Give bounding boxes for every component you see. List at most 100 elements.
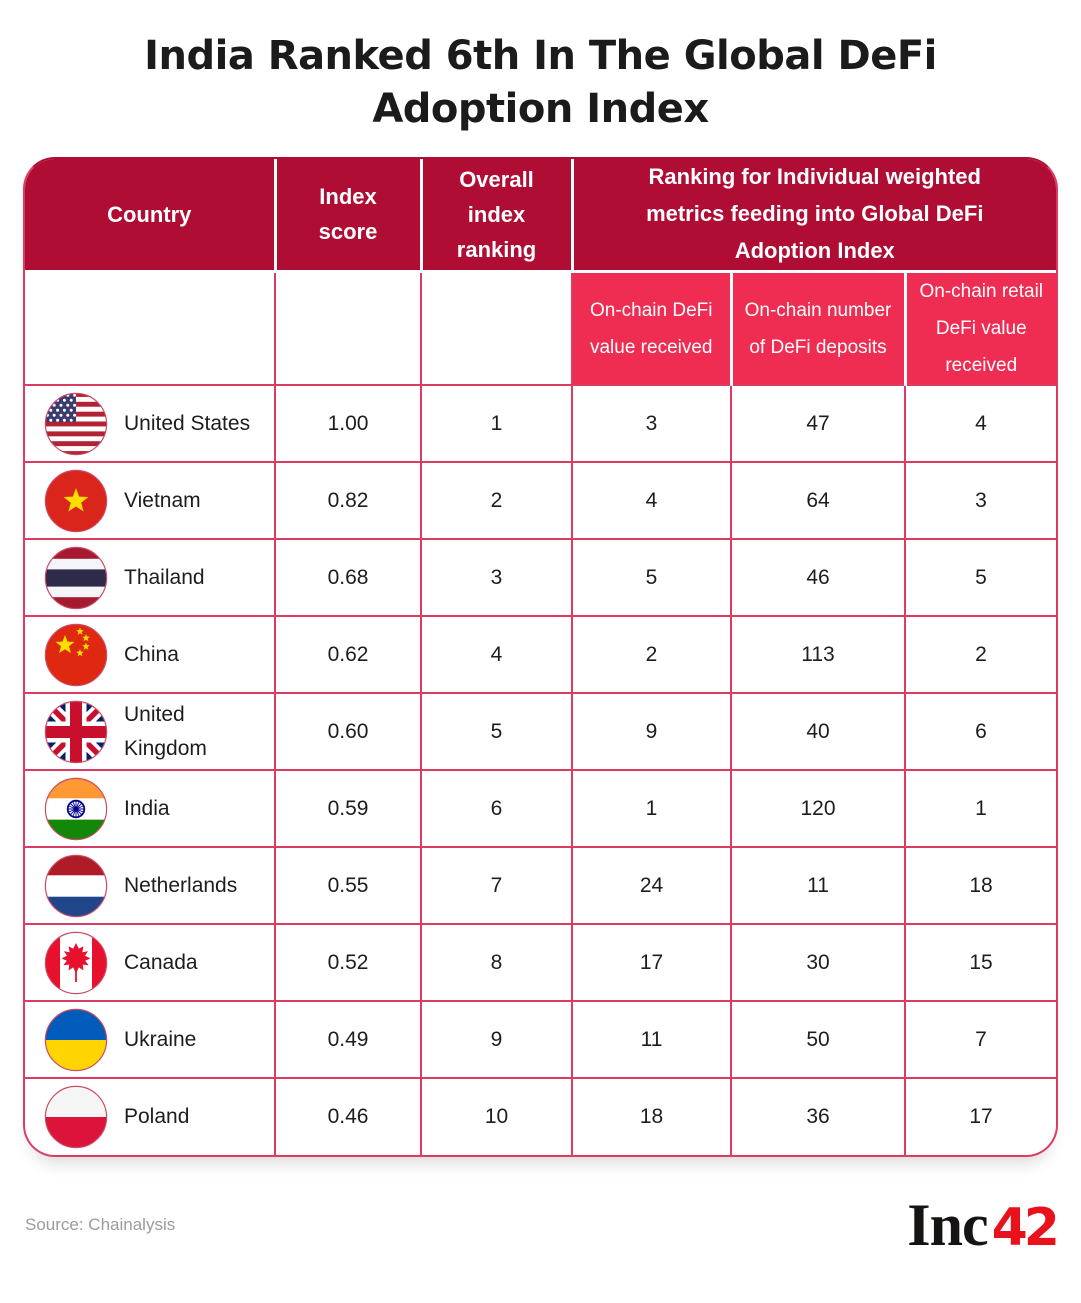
defi-value-received-cell: 2	[572, 616, 732, 695]
country-cell: United Kingdom	[25, 693, 276, 772]
retail-defi-value-cell: 18	[905, 847, 1056, 926]
united-states-flag-icon	[44, 392, 108, 456]
index-score-cell: 0.49	[275, 1001, 422, 1080]
defi-value-received-cell: 9	[572, 693, 732, 772]
defi-deposits-cell: 11	[731, 847, 906, 926]
vietnam-flag-icon	[44, 469, 108, 533]
retail-defi-value-cell: 17	[969, 1105, 993, 1129]
subcolumn-header-retail-defi-value: On-chain retail DeFi value received	[905, 271, 1056, 387]
column-header-overall-ranking: Overall index ranking	[421, 158, 574, 274]
table-row: China 0.62 4 2 113 2	[25, 616, 1056, 695]
inc42-logo: Inc 42	[907, 1192, 1060, 1259]
country-cell: Canada	[25, 924, 276, 1003]
china-flag-icon	[44, 623, 108, 687]
page-title: India Ranked 6th In The Global DeFi Adop…	[144, 33, 937, 132]
canada-flag-icon	[44, 931, 108, 995]
country-name: Vietnam	[124, 488, 201, 512]
country-cell: United States	[25, 385, 276, 464]
defi-value-received-cell: 4	[572, 462, 732, 541]
country-cell: China	[25, 616, 276, 695]
column-header-country: Country	[25, 158, 277, 274]
netherlands-flag-icon	[44, 854, 108, 918]
retail-defi-value-cell: 3	[905, 462, 1056, 541]
defi-deposits-cell: 47	[731, 385, 906, 464]
overall-ranking-cell: 9	[421, 1001, 573, 1080]
defi-deposits-cell: 40	[731, 693, 906, 772]
overall-ranking-cell: 7	[421, 847, 573, 926]
defi-deposits-cell: 30	[731, 924, 906, 1003]
subcolumn-header-defi-deposits: On-chain number of DeFi deposits	[731, 271, 907, 387]
table-row: Vietnam 0.82 2 4 64 3	[25, 462, 1056, 541]
defi-value-received-cell: 3	[572, 385, 732, 464]
defi-value-received-cell: 17	[572, 924, 732, 1003]
table-row: United States 1.00 1 3 47 4	[25, 385, 1056, 464]
retail-defi-value-cell: 6	[905, 693, 1056, 772]
blank-cell	[421, 271, 573, 387]
country-cell: Ukraine	[25, 1001, 276, 1080]
table-row: United Kingdom 0.60 5 9 40 6	[25, 693, 1056, 772]
table-row: Poland 0.46 10 18 36 17	[25, 1078, 1056, 1156]
defi-value-received-cell: 18	[572, 1078, 732, 1156]
defi-value-received-cell: 24	[572, 847, 732, 926]
overall-ranking-cell: 6	[421, 770, 573, 849]
country-cell: Thailand	[25, 539, 276, 618]
united-kingdom-flag-icon	[44, 700, 108, 764]
index-score-cell: 0.55	[275, 847, 422, 926]
header-row: Country Index score Overall index rankin…	[25, 158, 1056, 274]
overall-ranking-cell: 4	[421, 616, 573, 695]
overall-ranking-cell: 5	[421, 693, 573, 772]
country-cell: Netherlands	[25, 847, 276, 926]
column-header-index-score: Index score	[275, 158, 423, 274]
thailand-flag-icon	[44, 546, 108, 610]
column-group-header: Ranking for Individual weighted metrics …	[572, 158, 1056, 274]
index-score-cell: 0.46	[275, 1078, 422, 1156]
table-row: India 0.59 6 1 120 1	[25, 770, 1056, 849]
country-name: Canada	[124, 950, 198, 974]
country-name: Thailand	[124, 565, 205, 589]
index-score-cell: 1.00	[275, 385, 422, 464]
index-score-cell: 0.59	[275, 770, 422, 849]
table-row: Thailand 0.68 3 5 46 5	[25, 539, 1056, 618]
blank-cell	[25, 271, 276, 387]
country-name: United Kingdom	[124, 703, 207, 760]
index-score-cell: 0.60	[275, 693, 422, 772]
logo-text-inc: Inc	[907, 1192, 988, 1259]
index-score-cell: 0.68	[275, 539, 422, 618]
overall-ranking-cell: 10	[421, 1078, 573, 1156]
country-name: Ukraine	[124, 1027, 197, 1051]
table-row: Ukraine 0.49 9 11 50 7	[25, 1001, 1056, 1080]
country-cell: Poland	[25, 1078, 276, 1156]
country-name: Poland	[124, 1105, 190, 1129]
ukraine-flag-icon	[44, 1008, 108, 1072]
overall-ranking-cell: 1	[421, 385, 573, 464]
india-flag-icon	[44, 777, 108, 841]
table-row: Canada 0.52 8 17 30 15	[25, 924, 1056, 1003]
table-body: United States 1.00 1 3 47 4 Vietnam 0.82…	[25, 385, 1056, 1156]
defi-value-received-cell: 11	[572, 1001, 732, 1080]
defi-deposits-cell: 120	[731, 770, 906, 849]
subheader-row: On-chain DeFi value received On-chain nu…	[25, 271, 1056, 387]
index-score-cell: 0.82	[275, 462, 422, 541]
index-score-cell: 0.52	[275, 924, 422, 1003]
defi-value-received-cell: 5	[572, 539, 732, 618]
retail-defi-value-cell: 15	[905, 924, 1056, 1003]
blank-cell	[275, 271, 422, 387]
poland-flag-icon	[44, 1085, 108, 1149]
country-name: United States	[124, 411, 251, 435]
retail-defi-value-cell: 4	[905, 385, 1056, 464]
logo-text-42: 42	[991, 1198, 1060, 1259]
defi-deposits-cell: 64	[731, 462, 906, 541]
retail-defi-value-cell: 7	[905, 1001, 1056, 1080]
defi-deposits-cell: 50	[731, 1001, 906, 1080]
overall-ranking-cell: 3	[421, 539, 573, 618]
index-score-cell: 0.62	[275, 616, 422, 695]
defi-value-received-cell: 1	[572, 770, 732, 849]
country-cell: India	[25, 770, 276, 849]
subcolumn-header-defi-value-received: On-chain DeFi value received	[572, 271, 733, 387]
retail-defi-value-cell: 2	[905, 616, 1056, 695]
country-name: China	[124, 642, 179, 666]
defi-deposits-cell: 36	[731, 1078, 906, 1156]
table-row: Netherlands 0.55 7 24 11 18	[25, 847, 1056, 926]
retail-defi-value-cell: 1	[905, 770, 1056, 849]
source-credit: Source: Chainalysis	[25, 1215, 176, 1235]
